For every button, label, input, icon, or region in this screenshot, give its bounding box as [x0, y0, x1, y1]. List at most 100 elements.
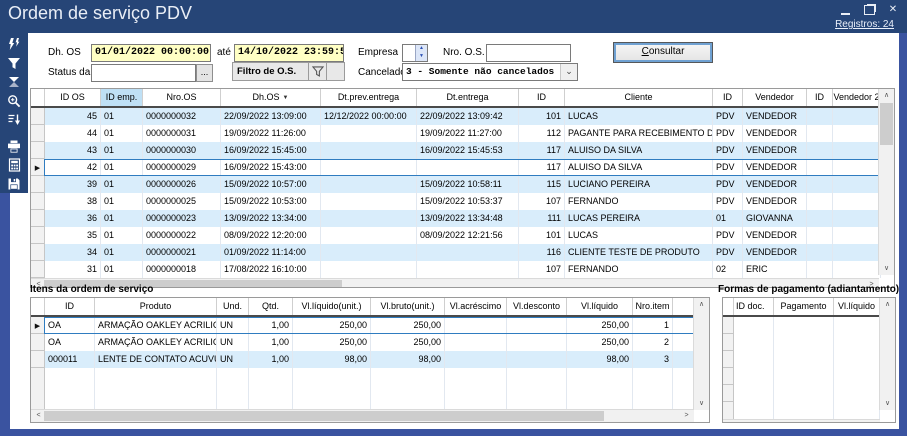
col-header-vendedor[interactable]: Vendedor — [743, 89, 807, 106]
table-row[interactable]: 39 01 0000000026 15/09/2022 10:57:00 15/… — [31, 176, 894, 193]
table-row[interactable]: 44 01 0000000031 19/09/2022 11:26:00 19/… — [31, 125, 894, 142]
scroll-left-icon[interactable]: < — [723, 420, 738, 423]
nro-os-label: Nro. O.S. — [443, 46, 485, 59]
col-header-dh-os[interactable]: Dh.OS▼ — [221, 89, 321, 106]
col-header-vl-desconto[interactable]: Vl.desconto — [507, 298, 567, 315]
col-header-id-doc[interactable]: ID doc. — [734, 298, 774, 315]
apply-filter-button[interactable] — [308, 63, 326, 80]
col-header-vl-liquido[interactable]: Vl.líquido — [567, 298, 633, 315]
remove-filter-button[interactable] — [326, 63, 344, 80]
vscroll-thumb[interactable] — [880, 103, 893, 145]
scroll-up-icon[interactable]: ∧ — [694, 298, 709, 311]
clear-filter-button[interactable] — [2, 73, 26, 92]
ate-input[interactable]: 14/10/2022 23:59:59 — [234, 44, 344, 62]
col-header-qtd[interactable]: Qtd. — [249, 298, 293, 315]
col-header-vl-liquido[interactable]: Vl.líquido — [834, 298, 880, 315]
col-header-id-vendedor[interactable]: ID — [713, 89, 743, 106]
minimize-button[interactable] — [837, 3, 853, 17]
col-header-pagamento[interactable]: Pagamento — [774, 298, 834, 315]
scroll-right-icon[interactable]: > — [865, 420, 880, 423]
col-header-dt-prev-entrega[interactable]: Dt.prev.entrega — [321, 89, 417, 106]
table-row[interactable]: 34 01 0000000021 01/09/2022 11:14:00 116… — [31, 244, 894, 261]
save-button[interactable] — [2, 174, 26, 193]
table-row[interactable]: 38 01 0000000025 15/09/2022 10:53:00 15/… — [31, 193, 894, 210]
nro-os-input[interactable] — [486, 44, 571, 62]
payments-hscrollbar[interactable]: < > — [723, 419, 880, 423]
funnel-icon — [312, 66, 324, 77]
filter-icon — [7, 57, 21, 70]
status-os-input[interactable] — [91, 64, 196, 82]
consultar-button[interactable]: Consultar — [613, 42, 713, 63]
col-header-vl-acrescimo[interactable]: Vl.acréscimo — [445, 298, 507, 315]
table-row[interactable]: 43 01 0000000030 16/09/2022 15:45:00 16/… — [31, 142, 894, 159]
chevron-down-icon[interactable]: ⌄ — [560, 64, 577, 80]
col-header-produto[interactable]: Produto — [95, 298, 217, 315]
app-window: Ordem de serviço PDV ✕ Registros: 24 — [0, 0, 907, 436]
payments-grid: ID doc. Pagamento Vl.líquido < > ∧ ∨ — [722, 297, 896, 423]
payments-vscrollbar[interactable]: ∧ ∨ — [879, 298, 895, 410]
col-header-und[interactable]: Und. — [217, 298, 249, 315]
table-row[interactable]: 36 01 0000000023 13/09/2022 13:34:00 13/… — [31, 210, 894, 227]
registros-link[interactable]: Registros: 24 — [835, 19, 894, 30]
execute-icon — [7, 37, 21, 51]
col-header-cliente[interactable]: Cliente — [565, 89, 713, 106]
col-header-id-emp[interactable]: ID emp. — [101, 89, 143, 106]
minimize-icon — [841, 5, 850, 15]
dh-os-input[interactable]: 01/01/2022 00:00:00 — [91, 44, 211, 62]
col-header-nro-os[interactable]: Nro.OS — [143, 89, 221, 106]
scroll-down-icon[interactable]: ∨ — [880, 397, 895, 410]
col-header-dt-entrega[interactable]: Dt.entrega — [417, 89, 519, 106]
scroll-up-icon[interactable]: ∧ — [880, 298, 895, 311]
items-section-title: Itens da ordem de serviço — [30, 284, 153, 295]
col-header-vl-liquido-unit[interactable]: Vl.líquido(unit.) — [293, 298, 371, 315]
scroll-right-icon[interactable]: > — [679, 410, 694, 422]
close-icon: ✕ — [889, 5, 897, 15]
table-row[interactable]: 31 01 0000000018 17/08/2022 16:10:00 107… — [31, 261, 894, 278]
cancelados-select[interactable]: 3 - Somente não cancelados ⌄ — [402, 63, 578, 81]
scroll-down-icon[interactable]: ∨ — [694, 397, 709, 410]
save-icon — [7, 177, 21, 191]
items-vscrollbar[interactable]: ∧ ∨ — [693, 298, 709, 410]
col-header-item-id[interactable]: ID — [45, 298, 95, 315]
table-row[interactable]: OA ARMAÇÃO OAKLEY ACRILIC UN 1,00 250,00… — [31, 334, 709, 351]
col-header-vl-bruto-unit[interactable]: Vl.bruto(unit.) — [371, 298, 445, 315]
zoom-button[interactable] — [2, 91, 26, 110]
orders-vscrollbar[interactable]: ∧ ∨ — [878, 89, 894, 275]
table-row[interactable]: ▶ OA ARMAÇÃO OAKLEY ACRILIC UN 1,00 250,… — [31, 317, 709, 334]
col-header-id-vendedor2[interactable]: ID — [807, 89, 833, 106]
window-title: Ordem de serviço PDV — [8, 3, 192, 24]
col-header-id-cliente[interactable]: ID — [519, 89, 565, 106]
scroll-up-icon[interactable]: ∧ — [879, 89, 894, 102]
sort-icon — [7, 113, 21, 126]
scroll-down-icon[interactable]: ∨ — [879, 262, 894, 275]
col-header-nro-item[interactable]: Nro.item — [633, 298, 673, 315]
table-row[interactable]: 45 01 0000000032 22/09/2022 13:09:00 12/… — [31, 108, 894, 125]
empresa-input[interactable]: ▲ ▼ — [402, 44, 428, 62]
table-row[interactable]: ▶ 42 01 0000000029 16/09/2022 15:43:00 1… — [31, 159, 894, 176]
row-marker-icon: ▶ — [35, 165, 40, 172]
orders-grid-body: 45 01 0000000032 22/09/2022 13:09:00 12/… — [31, 108, 894, 278]
window-border-right — [899, 33, 907, 436]
print-button[interactable] — [2, 137, 26, 156]
side-toolbar — [0, 33, 28, 193]
calculator-button[interactable] — [2, 156, 26, 175]
hscroll-thumb[interactable] — [44, 411, 604, 421]
items-hscrollbar[interactable]: < > — [31, 409, 694, 422]
payments-empty-area — [723, 317, 895, 419]
table-row[interactable]: 35 01 0000000022 08/09/2022 12:20:00 08/… — [31, 227, 894, 244]
maximize-button[interactable] — [861, 3, 877, 17]
orders-grid-header: ID OS ID emp. Nro.OS Dh.OS▼ Dt.prev.entr… — [31, 89, 894, 108]
spin-down-icon[interactable]: ▼ — [416, 53, 427, 61]
sort-desc-icon: ▼ — [283, 95, 289, 101]
col-header-vendedor2[interactable]: Vendedor 2 — [833, 89, 881, 106]
status-browse-button[interactable]: ... — [196, 64, 213, 82]
sort-button[interactable] — [2, 110, 26, 129]
execute-button[interactable] — [2, 35, 26, 54]
restore-icon — [864, 5, 875, 15]
filtro-os-label: Filtro de O.S. — [233, 63, 308, 80]
filter-button[interactable] — [2, 54, 26, 73]
col-header-id-os[interactable]: ID OS — [45, 89, 101, 106]
close-button[interactable]: ✕ — [885, 3, 901, 17]
table-row[interactable]: 000011 LENTE DE CONTATO ACUVU UN 1,00 98… — [31, 351, 709, 368]
spin-up-icon[interactable]: ▲ — [416, 45, 427, 53]
